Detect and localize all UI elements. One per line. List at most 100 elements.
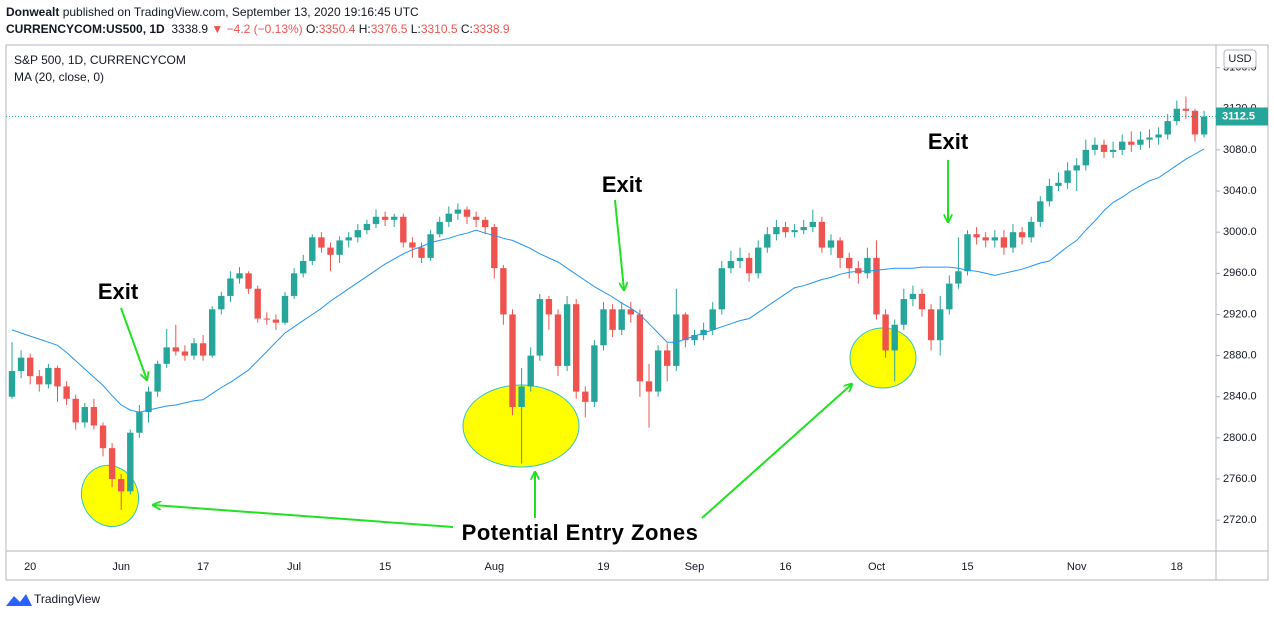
candle-body [400,216,407,243]
candle-body [1173,108,1180,122]
candle-body [227,278,234,296]
candle-body [918,293,926,310]
candle-body [563,304,571,366]
plot-area [8,96,1208,510]
candle-body [736,257,744,261]
candle-body [1100,144,1108,152]
candle-body [509,314,516,408]
symbol-line: CURRENCYCOM:US500, 1D 3338.9 ▼ −4.2 (−0.… [6,21,510,38]
candle-body [609,309,616,330]
x-tick-label: Nov [1067,561,1087,573]
candle-body [855,268,862,274]
annotation: Exit [602,172,643,197]
candle-body [108,448,116,480]
axes: 2720.0 2760.0 2800.0 2840.0 2880.0 2920.0 2960… [24,62,1257,573]
candle-body [181,351,189,356]
candle-body [281,295,289,323]
candle-body [600,309,607,346]
x-tick-label: 16 [779,561,791,573]
candle-body [272,319,280,323]
candle-body [190,343,198,356]
candle-body [454,209,462,214]
candle-body [691,335,698,341]
candle-body [363,223,371,231]
candle-body [72,398,79,423]
candle-body [136,412,143,433]
candle-body [445,213,452,222]
y-tick-label: 2840.0 [1223,391,1257,403]
candle-body [1155,134,1162,138]
author: Donwealt [6,5,60,19]
candle-body [882,314,889,351]
candle-body [700,329,707,336]
y-tick-label: 2720.0 [1223,514,1257,526]
candle-body [354,230,361,238]
candle-body [54,367,61,387]
candle-body [17,357,25,372]
candle-body [81,407,88,423]
candle-body [1200,116,1208,135]
candle-body [1082,149,1089,166]
ohlc-value: 3376.5 [370,22,408,36]
candle-body [536,299,543,356]
x-tick-label: 15 [379,561,391,573]
x-tick-label: 17 [197,561,209,573]
candle-body [90,407,98,426]
candle-body [654,350,662,392]
candle-body [427,234,434,258]
candle-body [1009,232,1017,248]
candle-body [245,273,252,289]
candle-body [63,386,70,399]
candle-body [172,347,179,352]
arrow [614,199,624,290]
candle-body [218,295,225,310]
y-tick-label: 2960.0 [1223,267,1257,279]
x-tick-label: Sep [685,561,705,573]
y-tick-label: 2920.0 [1223,308,1257,320]
candle-body [309,237,316,261]
candle-body [163,347,170,364]
candle-body [236,273,243,279]
y-tick-label: 3000.0 [1223,226,1257,238]
candle-body [1046,185,1053,202]
chart-frame [5,44,1269,581]
brand: TradingView [34,592,100,606]
candle-body [955,271,962,284]
candle-body [45,367,52,385]
candle-body [909,293,917,300]
candle-body [709,309,716,330]
candle-body [154,363,161,392]
candle-body [127,432,134,492]
x-tick-label: 19 [597,561,609,573]
annotation: Exit [98,279,139,304]
candle-body [1146,137,1153,140]
candle-body [500,268,507,315]
candle-body [582,391,589,402]
candle-body [372,216,380,224]
ohlc-label: L: [410,22,421,36]
footer: TradingView [6,592,100,606]
entry-zones [80,327,917,527]
candle-body [545,299,553,315]
ohlc-value: 3350.4 [318,22,356,36]
x-tick-label: Oct [868,561,885,573]
candle-body [1028,221,1035,238]
candle-body [745,257,753,274]
ma-line [11,148,1205,413]
ohlc-value: 3338.9 [472,22,510,36]
candle-body [418,247,425,258]
candle-body [809,221,816,228]
zone-ellipse [462,384,580,468]
candle-body [318,237,325,248]
x-tick-label: 15 [961,561,973,573]
candle-body [1073,165,1080,171]
candle-body [1182,108,1190,111]
candle-body [290,273,298,296]
candle-body [773,227,780,235]
candle-body [664,350,671,366]
candle-body [436,221,443,235]
candle-body [482,219,489,228]
candle-body [554,314,562,366]
candle-body [891,324,898,351]
